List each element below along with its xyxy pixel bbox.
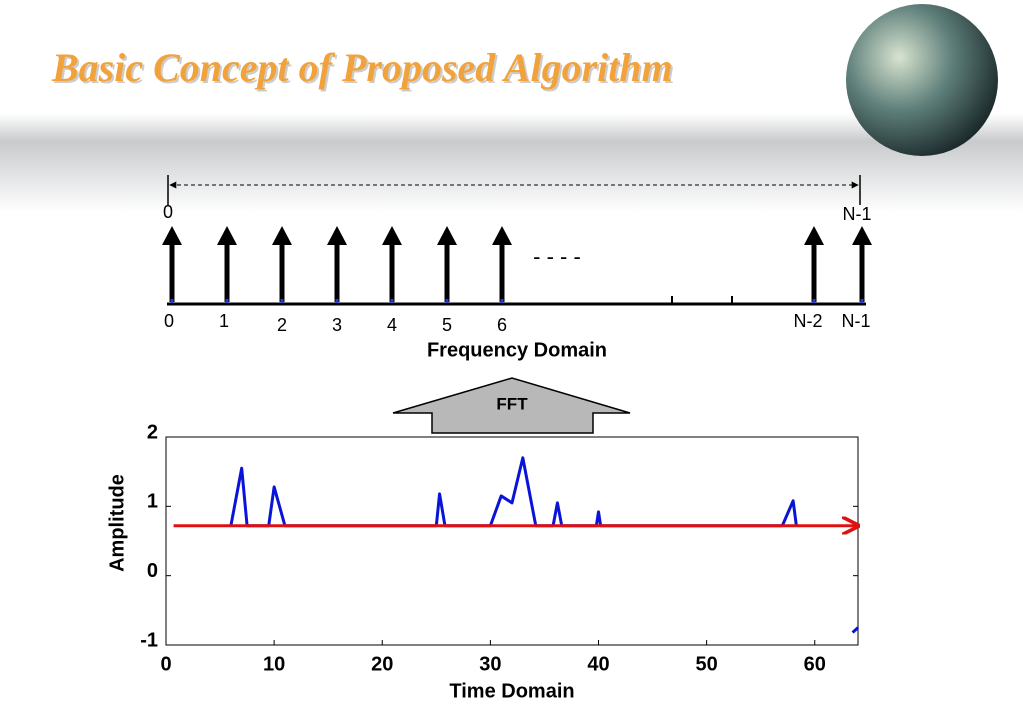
fft-label: FFT <box>496 394 528 413</box>
x-tick-label: 40 <box>587 653 609 675</box>
y-tick-label: -1 <box>140 629 158 651</box>
frequency-label: Frequency Domain <box>427 339 607 361</box>
y-tick-label: 2 <box>147 421 158 443</box>
subcarrier-head <box>382 226 402 245</box>
x-tick-label: 0 <box>160 653 171 675</box>
title-shadow: Basic Concept of Proposed Algorithm <box>53 47 675 92</box>
subcarrier-label: 0 <box>164 311 174 331</box>
subcarrier-label: 4 <box>387 315 397 335</box>
subcarrier-head <box>272 226 292 245</box>
x-tick-label: 50 <box>696 653 718 675</box>
ellipsis: - - - - <box>533 244 581 269</box>
series-line <box>229 456 860 634</box>
subcarriers: 0 1 2 3 4 5 6 N-2 N-1 <box>162 226 872 335</box>
x-tick-label: 30 <box>479 653 501 675</box>
span-end-label: N-1 <box>842 204 871 224</box>
subcarrier-label: 5 <box>442 315 452 335</box>
subcarrier-head <box>492 226 512 245</box>
title: Basic Concept of Proposed Algorithm <box>51 45 673 90</box>
fft-arrow <box>392 377 631 434</box>
subcarrier-label: 6 <box>497 315 507 335</box>
subcarrier-head <box>162 226 182 245</box>
y-tick-label: 1 <box>147 491 158 513</box>
x-tick-label: 20 <box>371 653 393 675</box>
subcarrier-head <box>852 226 872 245</box>
subcarrier-head <box>804 226 824 245</box>
y-axis-label: Amplitude <box>106 474 128 572</box>
subcarrier-label: N-2 <box>793 311 822 331</box>
globe <box>846 4 998 156</box>
x-axis-label: Time Domain <box>449 680 574 702</box>
x-tick-label: 10 <box>263 653 285 675</box>
subcarrier-label: 3 <box>332 315 342 335</box>
y-tick-label: 0 <box>147 560 158 582</box>
subcarrier-head <box>327 226 347 245</box>
subcarrier-label: 1 <box>219 311 229 331</box>
span-start: 0 <box>163 202 173 222</box>
subcarrier-head <box>217 226 237 245</box>
subcarrier-label: N-1 <box>841 311 870 331</box>
subcarrier-head <box>437 226 457 245</box>
plot-area <box>165 436 859 646</box>
x-tick-label: 60 <box>804 653 826 675</box>
subcarrier-label: 2 <box>277 315 287 335</box>
